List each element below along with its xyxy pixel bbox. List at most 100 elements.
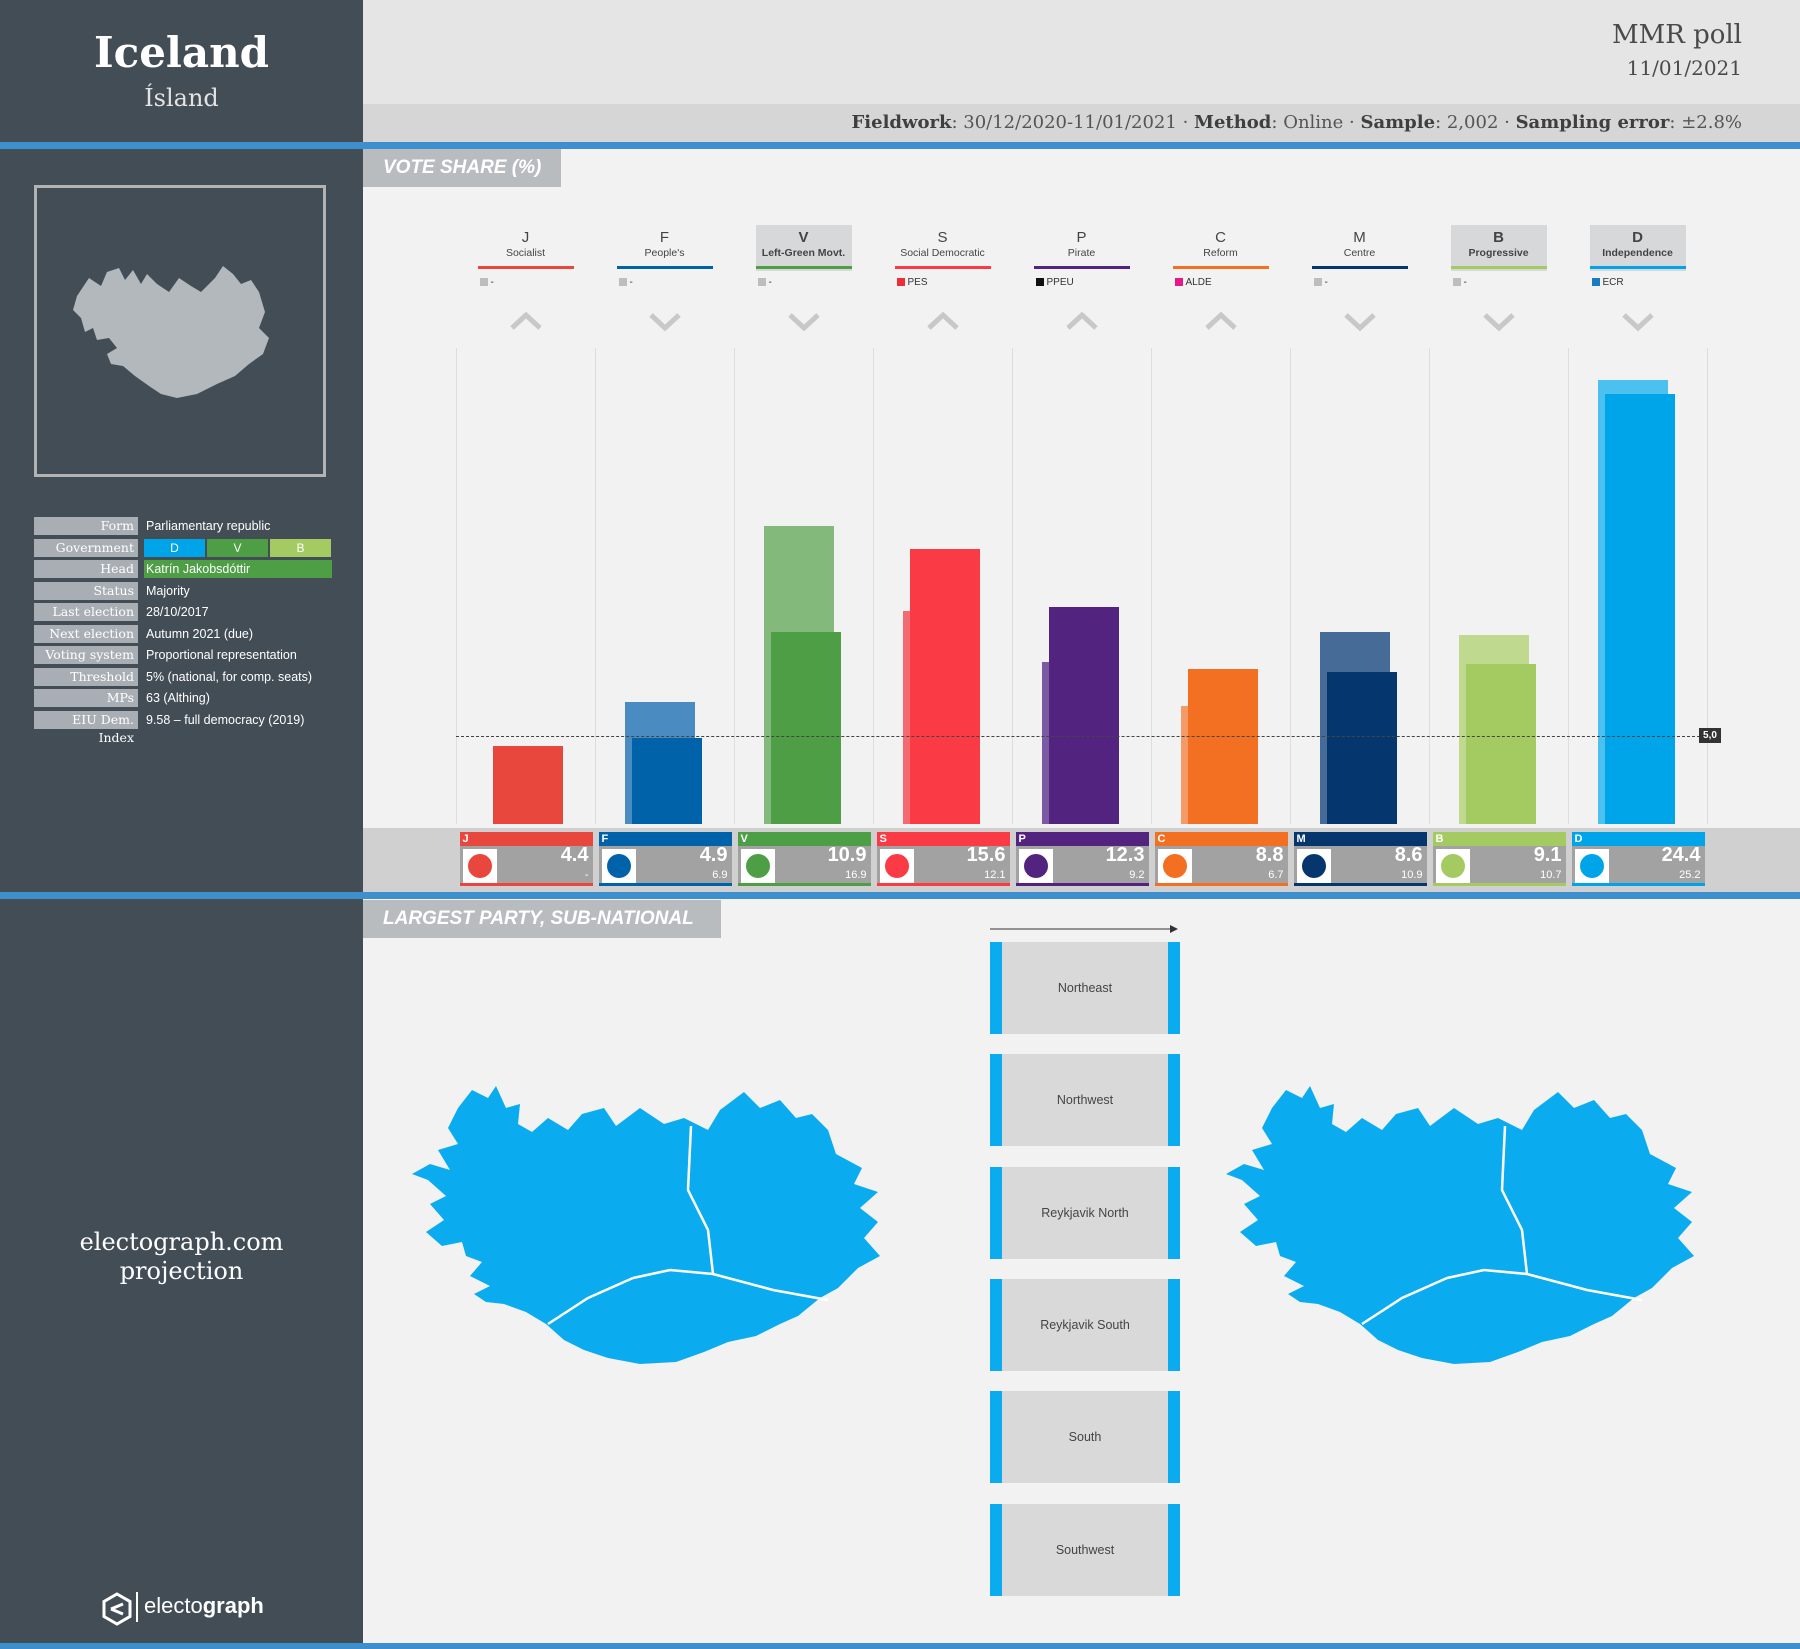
party-logo-mark [884,854,909,878]
brand-light: electo [144,1593,203,1618]
party-logo-icon [1435,849,1470,883]
result-letter: P [1018,833,1026,845]
info-row: Last election 28/10/2017 [34,603,330,622]
info-row: EIU Dem. Index 9.58 – full democracy (201… [34,710,330,745]
party-logo-mark [1440,854,1465,878]
eu-group-label: PES [907,277,928,288]
party-name: People's [644,247,685,259]
result-value: 12.3 [1105,844,1145,866]
party-underline [477,266,574,269]
result-value: 10.9 [827,844,867,866]
result-value: 4.9 [699,844,728,866]
result-previous: 12.1 [984,869,1006,881]
method-value: Online [1283,112,1344,133]
result-strip [1293,832,1427,846]
result-previous: 10.9 [1401,869,1423,881]
trend-down-icon [1482,313,1515,332]
party-header-f: F People's [617,225,713,271]
region-card: Northeast [990,942,1180,1034]
fieldwork-bar: Fieldwork: 30/12/2020-11/01/2021 · Metho… [363,104,1800,142]
region-color-bar-right [1168,1166,1180,1259]
party-abbr: B [1493,229,1504,246]
trend-down-icon [648,313,681,332]
separator-top [0,142,1800,149]
poll-word: poll [1693,20,1742,50]
party-logo-mark [606,854,631,878]
trend-up-icon [926,311,959,330]
bar-current-j [492,746,563,824]
party-name: Reform [1203,247,1238,259]
info-key: Status [34,581,138,600]
party-name: Left-Green Movt. [761,247,846,259]
trend-up-icon [509,311,542,330]
region-name: Northeast [1057,981,1113,995]
party-header-m: M Centre [1312,225,1408,271]
projection-note: electograph.com projection [0,1228,363,1286]
eu-group-label: - [1463,277,1467,288]
iceland-silhouette-icon [73,266,269,398]
sample-label: Sample [1360,112,1436,133]
info-key: MPs [34,689,138,707]
gridline-vertical [595,348,596,824]
result-bottom-bar [737,883,871,886]
region-name: Reykjavik North [1041,1205,1129,1220]
eu-group-label: ECR [1602,277,1624,288]
trend-down-icon [1343,313,1376,332]
bar-current-f [631,737,702,824]
result-strip [1571,832,1705,846]
party-logo-icon [879,849,914,883]
eu-group-label: - [490,277,494,288]
bar-current-d [1604,393,1675,824]
party-logo-mark [1301,854,1326,878]
result-bottom-bar [876,883,1010,886]
result-strip [1015,832,1149,846]
region-card: Northwest [990,1054,1180,1147]
info-value: 28/10/2017 [146,605,209,619]
result-strip [1432,832,1566,846]
result-value: 24.4 [1661,844,1701,866]
region-color-bar-left [990,1503,1002,1596]
poll-date: 11/01/2021 [1626,56,1742,80]
info-key: Head [34,560,138,578]
region-name: Northwest [1056,1093,1114,1108]
party-name: Socialist [505,247,546,259]
eu-group-label: - [768,277,772,288]
trend-up-icon [1065,311,1098,330]
party-abbr: P [1076,229,1087,246]
result-value: 8.6 [1394,844,1423,866]
party-logo-mark [1023,854,1048,878]
info-row: Form Parliamentary republic [34,517,330,536]
info-row: MPs 63 (Althing) [34,689,330,708]
party-logo-mark [745,854,770,878]
party-abbr: M [1353,229,1366,246]
result-previous: 6.9 [712,869,728,881]
error-value: ±2.8% [1681,112,1742,133]
party-abbr: F [659,229,670,246]
method-label: Method [1194,112,1272,133]
eu-group: - [1313,277,1328,289]
separator-middle [0,892,1800,899]
result-value: 15.6 [966,844,1006,866]
result-bottom-bar [1154,883,1288,886]
gridline-vertical [1429,348,1430,824]
party-name: Pirate [1067,247,1096,259]
eu-group-label: - [1324,277,1328,288]
eu-group-label: PPEU [1046,277,1074,288]
info-key: Voting system [34,646,138,664]
result-box-v: V 10.9 16.9 [737,832,871,886]
info-row: Voting system Proportional representation [34,646,330,665]
region-color-bar-left [990,1391,1002,1484]
result-letter: S [879,833,887,845]
party-logo-icon [1574,849,1609,883]
eu-group-swatch [1313,278,1322,286]
region-color-bar-left [990,1166,1002,1259]
region-name: Reykjavik South [1040,1317,1130,1332]
region-name: Southwest [1055,1542,1115,1557]
separator-bottom [0,1643,1800,1649]
result-value: 9.1 [1533,844,1562,866]
result-previous: 6.7 [1268,869,1284,881]
country-map-frame [34,185,326,477]
error-label: Sampling error [1515,112,1670,133]
result-previous: 16.9 [845,869,867,881]
gridline-vertical [1568,348,1569,824]
